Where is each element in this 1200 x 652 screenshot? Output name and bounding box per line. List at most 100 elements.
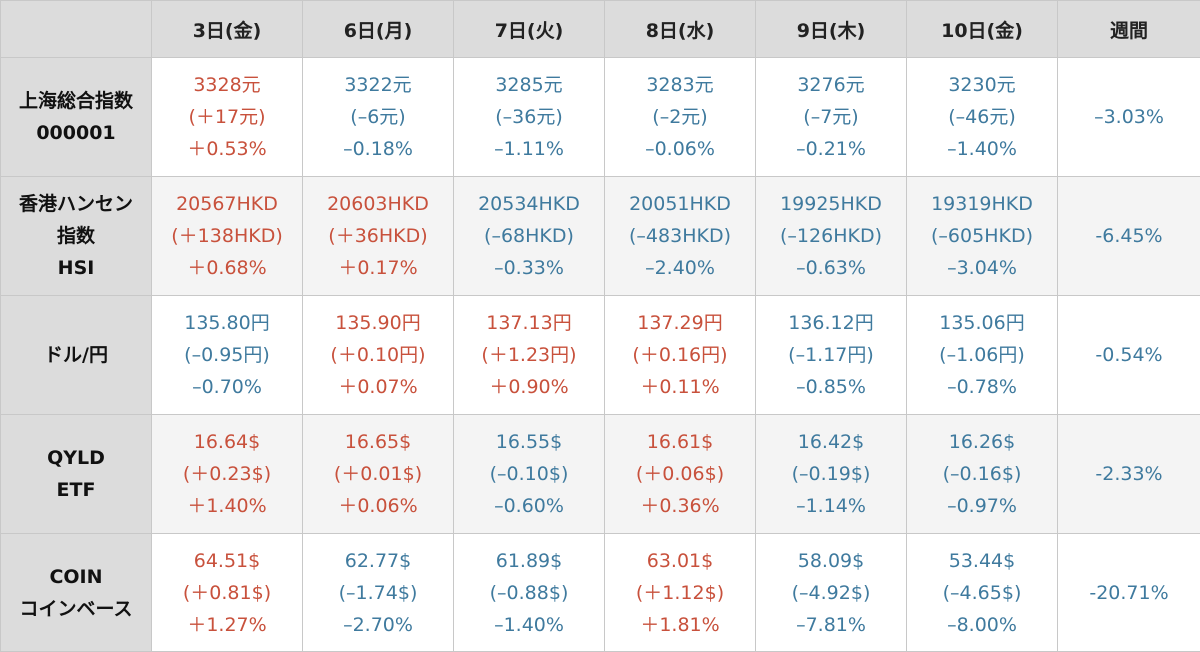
price-value: 20567HKD (152, 188, 302, 220)
price-value: 137.29円 (605, 307, 755, 339)
row-label-line: QYLD (1, 442, 151, 474)
price-change: (–2元) (605, 101, 755, 133)
percent-change: –0.78% (907, 371, 1057, 403)
row-label-line: 000001 (1, 117, 151, 149)
row-label-line: ETF (1, 474, 151, 506)
price-cell: 20567HKD(＋138HKD)＋0.68% (152, 177, 303, 296)
price-value: 20051HKD (605, 188, 755, 220)
price-cell: 16.42$(–0.19$)–1.14% (756, 415, 907, 534)
percent-change: ＋0.17% (303, 252, 453, 284)
price-change: (＋17元) (152, 101, 302, 133)
percent-change: ＋1.40% (152, 490, 302, 522)
header-day-cell: 3日(金) (152, 1, 303, 58)
percent-change: –2.40% (605, 252, 755, 284)
price-cell: 61.89$(–0.88$)–1.40% (454, 534, 605, 652)
percent-change: –8.00% (907, 609, 1057, 641)
price-cell: 58.09$(–4.92$)–7.81% (756, 534, 907, 652)
price-cell: 20051HKD(–483HKD)–2.40% (605, 177, 756, 296)
percent-change: –0.60% (454, 490, 604, 522)
price-change: (–46元) (907, 101, 1057, 133)
price-value: 63.01$ (605, 545, 755, 577)
header-day-cell: 9日(木) (756, 1, 907, 58)
price-cell: 64.51$(＋0.81$)＋1.27% (152, 534, 303, 652)
price-value: 20534HKD (454, 188, 604, 220)
row-label-line: 上海総合指数 (1, 85, 151, 117)
price-cell: 63.01$(＋1.12$)＋1.81% (605, 534, 756, 652)
price-cell: 16.65$(＋0.01$)＋0.06% (303, 415, 454, 534)
price-value: 58.09$ (756, 545, 906, 577)
price-cell: 136.12円(–1.17円)–0.85% (756, 296, 907, 415)
percent-change: –0.85% (756, 371, 906, 403)
price-change: (–0.19$) (756, 458, 906, 490)
price-change: (–36元) (454, 101, 604, 133)
price-value: 136.12円 (756, 307, 906, 339)
header-day-cell: 10日(金) (907, 1, 1058, 58)
header-day-cell: 8日(水) (605, 1, 756, 58)
row-label-line: HSI (1, 252, 151, 284)
price-cell: 3283元(–2元)–0.06% (605, 58, 756, 177)
price-cell: 3322元(–6元)–0.18% (303, 58, 454, 177)
price-cell: 3230元(–46元)–1.40% (907, 58, 1058, 177)
percent-change: ＋0.36% (605, 490, 755, 522)
price-change: (–1.17円) (756, 339, 906, 371)
price-value: 64.51$ (152, 545, 302, 577)
percent-change: –3.04% (907, 252, 1057, 284)
price-value: 135.80円 (152, 307, 302, 339)
percent-change: –1.14% (756, 490, 906, 522)
price-value: 137.13円 (454, 307, 604, 339)
weekly-change-cell: -20.71% (1058, 534, 1200, 652)
price-change: (–6元) (303, 101, 453, 133)
price-value: 19925HKD (756, 188, 906, 220)
price-change: (＋0.06$) (605, 458, 755, 490)
price-cell: 3276元(–7元)–0.21% (756, 58, 907, 177)
price-value: 16.42$ (756, 426, 906, 458)
header-row: 3日(金) 6日(月) 7日(火) 8日(水) 9日(木) 10日(金) 週間 (1, 1, 1200, 58)
percent-change: ＋1.27% (152, 609, 302, 641)
percent-change: ＋0.53% (152, 133, 302, 165)
price-change: (–0.95円) (152, 339, 302, 371)
weekly-change-cell: –3.03% (1058, 58, 1200, 177)
price-change: (–4.92$) (756, 577, 906, 609)
price-value: 61.89$ (454, 545, 604, 577)
percent-change: –0.33% (454, 252, 604, 284)
percent-change: ＋0.11% (605, 371, 755, 403)
row-label-cell: ドル/円 (1, 296, 152, 415)
header-day-cell: 7日(火) (454, 1, 605, 58)
price-change: (＋0.23$) (152, 458, 302, 490)
price-value: 135.90円 (303, 307, 453, 339)
price-change: (–1.74$) (303, 577, 453, 609)
percent-change: –0.18% (303, 133, 453, 165)
price-change: (–4.65$) (907, 577, 1057, 609)
price-cell: 19319HKD(–605HKD)–3.04% (907, 177, 1058, 296)
header-week-cell: 週間 (1058, 1, 1200, 58)
price-value: 20603HKD (303, 188, 453, 220)
price-cell: 137.29円(＋0.16円)＋0.11% (605, 296, 756, 415)
header-corner-cell (1, 1, 152, 58)
price-cell: 53.44$(–4.65$)–8.00% (907, 534, 1058, 652)
price-change: (＋0.16円) (605, 339, 755, 371)
price-change: (＋0.01$) (303, 458, 453, 490)
price-value: 16.64$ (152, 426, 302, 458)
price-change: (–1.06円) (907, 339, 1057, 371)
price-change: (–126HKD) (756, 220, 906, 252)
percent-change: –0.63% (756, 252, 906, 284)
percent-change: –2.70% (303, 609, 453, 641)
price-cell: 3285元(–36元)–1.11% (454, 58, 605, 177)
percent-change: ＋0.06% (303, 490, 453, 522)
price-change: (–0.88$) (454, 577, 604, 609)
row-label-line: ドル/円 (1, 339, 151, 371)
price-value: 3322元 (303, 69, 453, 101)
row-label-line: 香港ハンセン (1, 188, 151, 220)
percent-change: –0.06% (605, 133, 755, 165)
price-change: (＋0.81$) (152, 577, 302, 609)
price-value: 135.06円 (907, 307, 1057, 339)
price-cell: 137.13円(＋1.23円)＋0.90% (454, 296, 605, 415)
price-change: (＋1.12$) (605, 577, 755, 609)
